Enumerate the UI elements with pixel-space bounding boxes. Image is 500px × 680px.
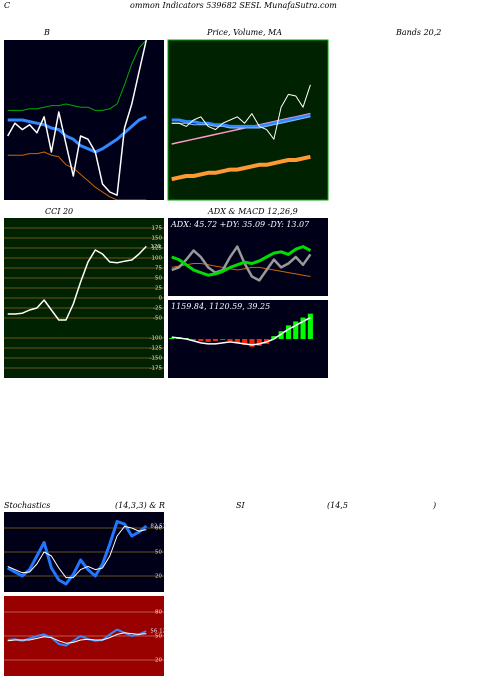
histogram-bar [300,317,306,339]
series-line [171,154,311,182]
value-label: 82.53 [150,523,166,529]
caption: CCI 20 [45,207,73,216]
panel [4,227,164,369]
watermark: MunafaSutra.com [172,569,384,597]
panel-note: ADX: 45.72 +DY: 35.09 -DY: 13.07 [170,220,310,229]
y-tick-label: 20 [155,658,162,664]
series-line [7,632,147,644]
series-line [7,525,147,579]
histogram-bar [249,339,255,347]
histogram-bar [293,321,299,339]
y-tick-label: -150 [150,356,163,362]
histogram-bar [234,339,240,343]
y-tick-label: -100 [150,336,163,342]
y-tick-label: 80 [155,610,162,616]
histogram-bar [190,339,197,340]
header-title: ommon Indicators 539682 SESL MunafaSutra… [130,1,337,10]
panel [7,40,148,200]
y-tick-label: -25 [153,306,162,312]
panel-note: 1159.84, 1120.59, 39.25 [171,302,270,311]
y-tick-label: 125 [152,246,163,252]
y-tick-label: 80 [155,526,162,532]
caption: Bands 20,2 [395,28,441,37]
histogram-bar [256,339,262,346]
y-tick-label: 175 [152,226,163,232]
series-line [7,40,147,111]
series-line [171,263,311,277]
panel [171,245,312,282]
value-label: 129 [150,244,161,250]
panel [169,313,313,347]
panel-background [168,218,328,296]
y-tick-label: 50 [155,634,162,640]
y-tick-label: 25 [155,286,162,292]
series-line [6,520,148,586]
series-line [171,245,312,277]
caption: Stochastics [4,501,50,510]
histogram-bar [169,338,175,339]
y-tick-label: -175 [150,366,163,372]
panel [4,611,164,661]
value-label: 56.12 [150,629,166,635]
header-lead: C [4,1,10,10]
histogram-bar [271,336,277,339]
histogram-bar [307,313,313,339]
series-line [7,628,147,647]
histogram-bar [220,339,226,340]
y-tick-label: 150 [152,236,163,242]
series-line [171,84,311,140]
panel [4,520,164,586]
caption: Price, Volume, MA [206,28,282,37]
series-line [7,151,147,200]
caption: B [43,28,50,37]
histogram-bar [227,339,233,341]
y-tick-label: 50 [155,276,162,282]
histogram-bar [205,339,211,342]
caption: (14,3,3) & R [115,501,165,510]
y-tick-label: 75 [155,266,162,272]
series-line [7,245,147,321]
histogram-bar [212,339,219,341]
y-tick-label: 20 [155,574,162,580]
y-tick-label: -50 [153,316,162,322]
caption: ADX & MACD 12,26,9 [207,207,298,216]
series-line [171,316,311,346]
histogram-bar [278,331,284,339]
series-line [171,116,311,129]
histogram-bar [285,325,292,339]
caption: (14,5 [327,501,348,510]
y-tick-label: 0 [159,296,163,302]
y-tick-label: 50 [155,550,162,556]
series-line [171,112,311,145]
caption: ) [432,501,436,510]
series-line [7,40,148,196]
caption: SI [236,501,245,510]
series-line [171,245,312,282]
y-tick-label: -125 [150,346,163,352]
panel [171,84,311,182]
y-tick-label: 100 [152,256,163,262]
histogram-bar [198,339,204,341]
series-line [171,113,311,128]
histogram-bar [242,339,248,345]
